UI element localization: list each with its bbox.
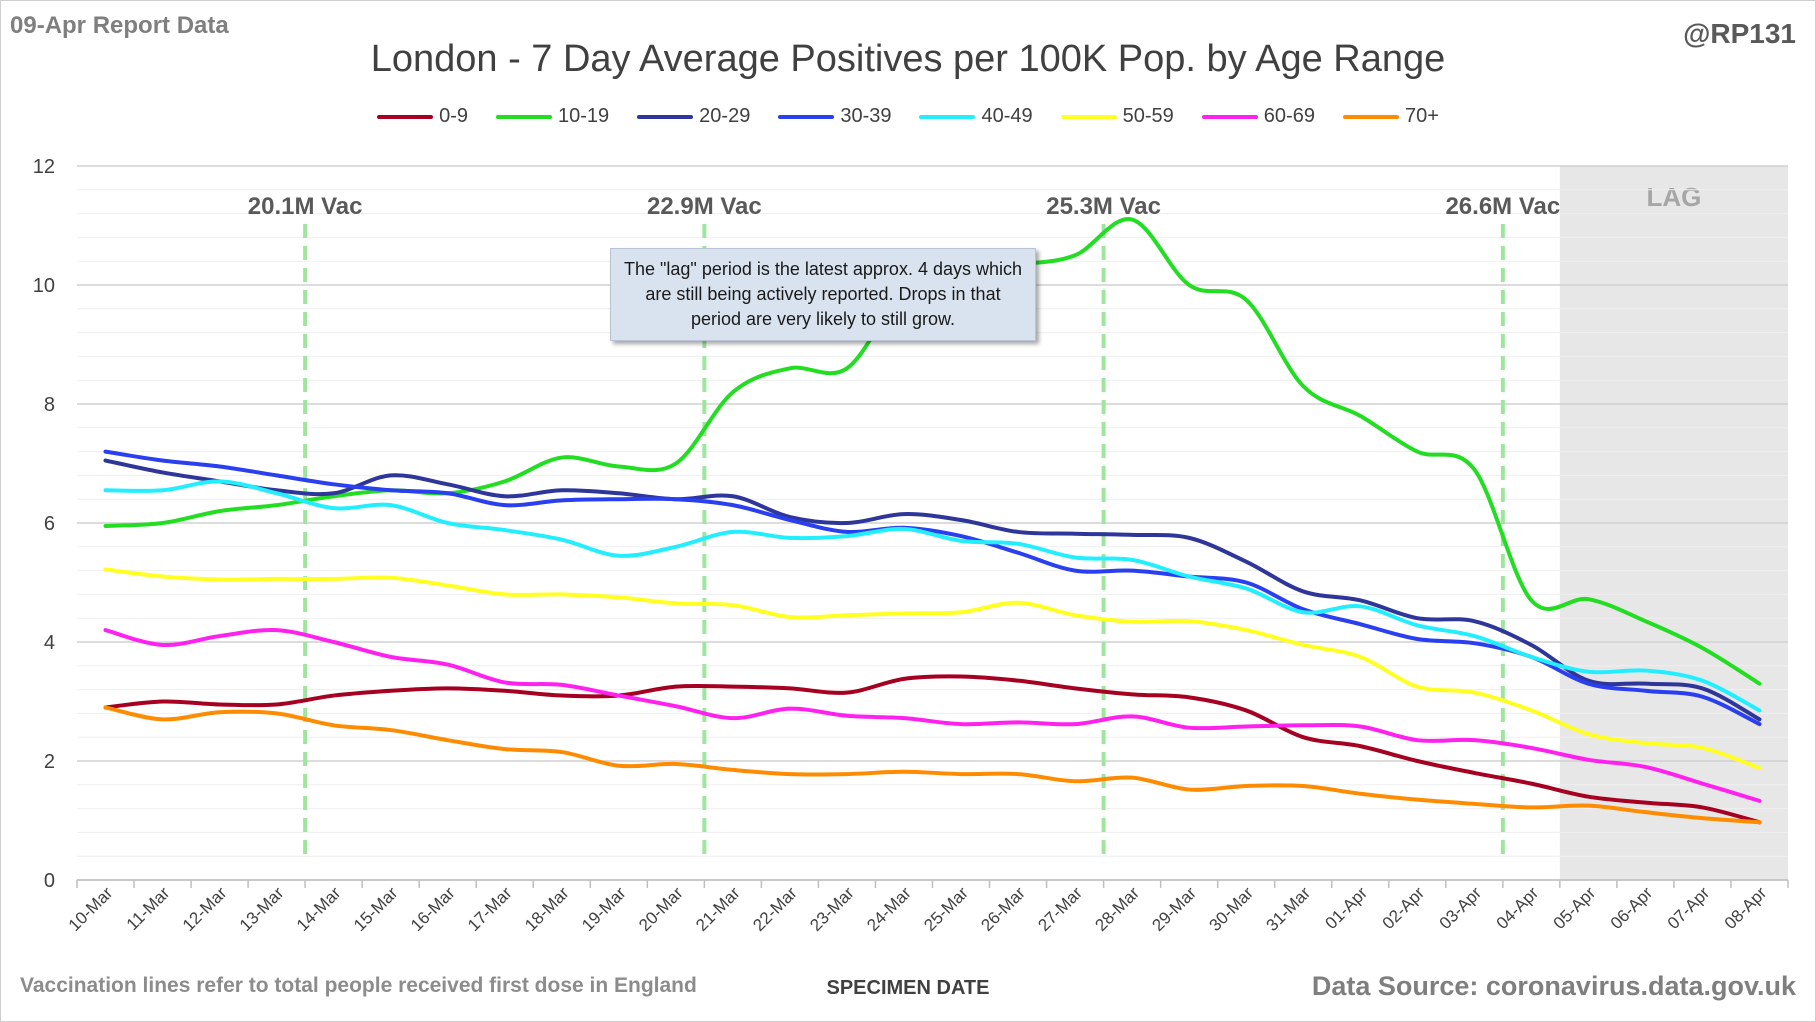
lag-annotation-note: The "lag" period is the latest approx. 4… bbox=[610, 248, 1036, 341]
series-line-50-59 bbox=[103, 567, 1762, 771]
series-line-0-9 bbox=[103, 674, 1762, 825]
legend-swatch bbox=[1060, 114, 1117, 119]
series-line-30-39 bbox=[103, 449, 1762, 727]
x-tick-label: 12-Mar bbox=[179, 883, 231, 935]
legend-item: 10-19 bbox=[496, 105, 609, 128]
x-tick-label: 21-Mar bbox=[692, 883, 744, 935]
series-line-20-29 bbox=[103, 458, 1762, 722]
author-handle: @RP131 bbox=[1683, 18, 1796, 49]
vaccination-label: 26.6M Vac bbox=[1445, 193, 1560, 220]
x-tick-label: 04-Apr bbox=[1493, 883, 1543, 933]
y-tick-label: 10 bbox=[33, 275, 55, 297]
x-tick-label: 01-Apr bbox=[1322, 883, 1372, 933]
legend-item: 0-9 bbox=[377, 105, 468, 128]
legend-label: 40-49 bbox=[981, 105, 1033, 127]
x-tick-label: 13-Mar bbox=[236, 883, 288, 935]
x-tick-label: 24-Mar bbox=[863, 883, 915, 935]
x-tick-label: 26-Mar bbox=[977, 883, 1029, 935]
x-tick-label: 18-Mar bbox=[521, 883, 573, 935]
x-tick-label: 14-Mar bbox=[293, 883, 345, 935]
vaccination-label: 22.9M Vac bbox=[647, 193, 762, 220]
x-tick-label: 23-Mar bbox=[806, 883, 858, 935]
legend-label: 60-69 bbox=[1263, 105, 1315, 127]
legend-label: 10-19 bbox=[558, 105, 610, 127]
x-tick-label: 08-Apr bbox=[1721, 883, 1771, 933]
x-tick-label: 16-Mar bbox=[407, 883, 459, 935]
x-tick-label: 11-Mar bbox=[123, 883, 174, 934]
x-tick-label: 25-Mar bbox=[920, 883, 972, 935]
series-line-60-69 bbox=[103, 627, 1762, 803]
y-tick-label: 4 bbox=[44, 632, 55, 654]
y-tick-label: 8 bbox=[44, 394, 55, 416]
x-tick-label: 05-Apr bbox=[1550, 883, 1600, 933]
x-axis-label: SPECIMEN DATE bbox=[826, 977, 990, 999]
x-tick-label: 02-Apr bbox=[1379, 883, 1429, 933]
legend-item: 70+ bbox=[1342, 105, 1439, 128]
x-tick-label: 22-Mar bbox=[749, 883, 801, 935]
x-tick-label: 29-Mar bbox=[1148, 883, 1200, 935]
x-tick-label: 17-Mar bbox=[464, 883, 516, 935]
series-line-40-49 bbox=[103, 479, 1762, 713]
legend-swatch bbox=[919, 114, 976, 119]
y-tick-label: 12 bbox=[33, 156, 55, 178]
x-tick-label: 28-Mar bbox=[1091, 883, 1143, 935]
vaccination-footnote: Vaccination lines refer to total people … bbox=[20, 974, 697, 997]
legend-item: 20-29 bbox=[637, 105, 750, 128]
legend-swatch bbox=[496, 114, 553, 119]
x-tick-label: 10-Mar bbox=[65, 883, 117, 935]
x-tick-label: 03-Apr bbox=[1436, 883, 1486, 933]
legend-item: 60-69 bbox=[1201, 105, 1315, 128]
legend-label: 50-59 bbox=[1122, 105, 1174, 127]
legend-label: 70+ bbox=[1404, 105, 1439, 127]
data-source: Data Source: coronavirus.data.gov.uk bbox=[1311, 971, 1796, 1001]
lag-label: LAG bbox=[1646, 182, 1701, 212]
x-tick-label: 19-Mar bbox=[578, 883, 630, 935]
y-tick-label: 2 bbox=[44, 751, 55, 773]
legend-label: 30-39 bbox=[840, 105, 892, 127]
chart-legend: 0-9 10-19 20-29 30-39 40-49 50-59 60-69 70+ bbox=[0, 105, 1816, 128]
x-tick-label: 06-Apr bbox=[1607, 883, 1657, 933]
y-tick-label: 6 bbox=[44, 513, 55, 535]
x-tick-label: 20-Mar bbox=[635, 883, 687, 935]
x-tick-label: 30-Mar bbox=[1205, 883, 1257, 935]
vaccination-label: 20.1M Vac bbox=[248, 193, 363, 220]
legend-swatch bbox=[637, 114, 694, 119]
legend-label: 20-29 bbox=[699, 105, 751, 127]
chart-title: London - 7 Day Average Positives per 100… bbox=[370, 38, 1446, 80]
legend-item: 50-59 bbox=[1060, 105, 1174, 128]
legend-item: 40-49 bbox=[919, 105, 1033, 128]
x-tick-label: 15-Mar bbox=[350, 883, 402, 935]
legend-swatch bbox=[377, 114, 434, 119]
legend-swatch bbox=[1342, 114, 1399, 119]
series-line-70+ bbox=[103, 705, 1762, 825]
x-tick-label: 31-Mar bbox=[1263, 883, 1315, 935]
vaccination-label: 25.3M Vac bbox=[1046, 193, 1161, 220]
x-tick-label: 07-Apr bbox=[1664, 883, 1714, 933]
report-label: 09-Apr Report Data bbox=[10, 12, 229, 39]
x-tick-label: 27-Mar bbox=[1034, 883, 1086, 935]
legend-label: 0-9 bbox=[439, 105, 469, 127]
legend-item: 30-39 bbox=[778, 105, 891, 128]
legend-swatch bbox=[1201, 114, 1258, 119]
legend-swatch bbox=[778, 114, 835, 119]
y-tick-label: 0 bbox=[44, 870, 55, 892]
